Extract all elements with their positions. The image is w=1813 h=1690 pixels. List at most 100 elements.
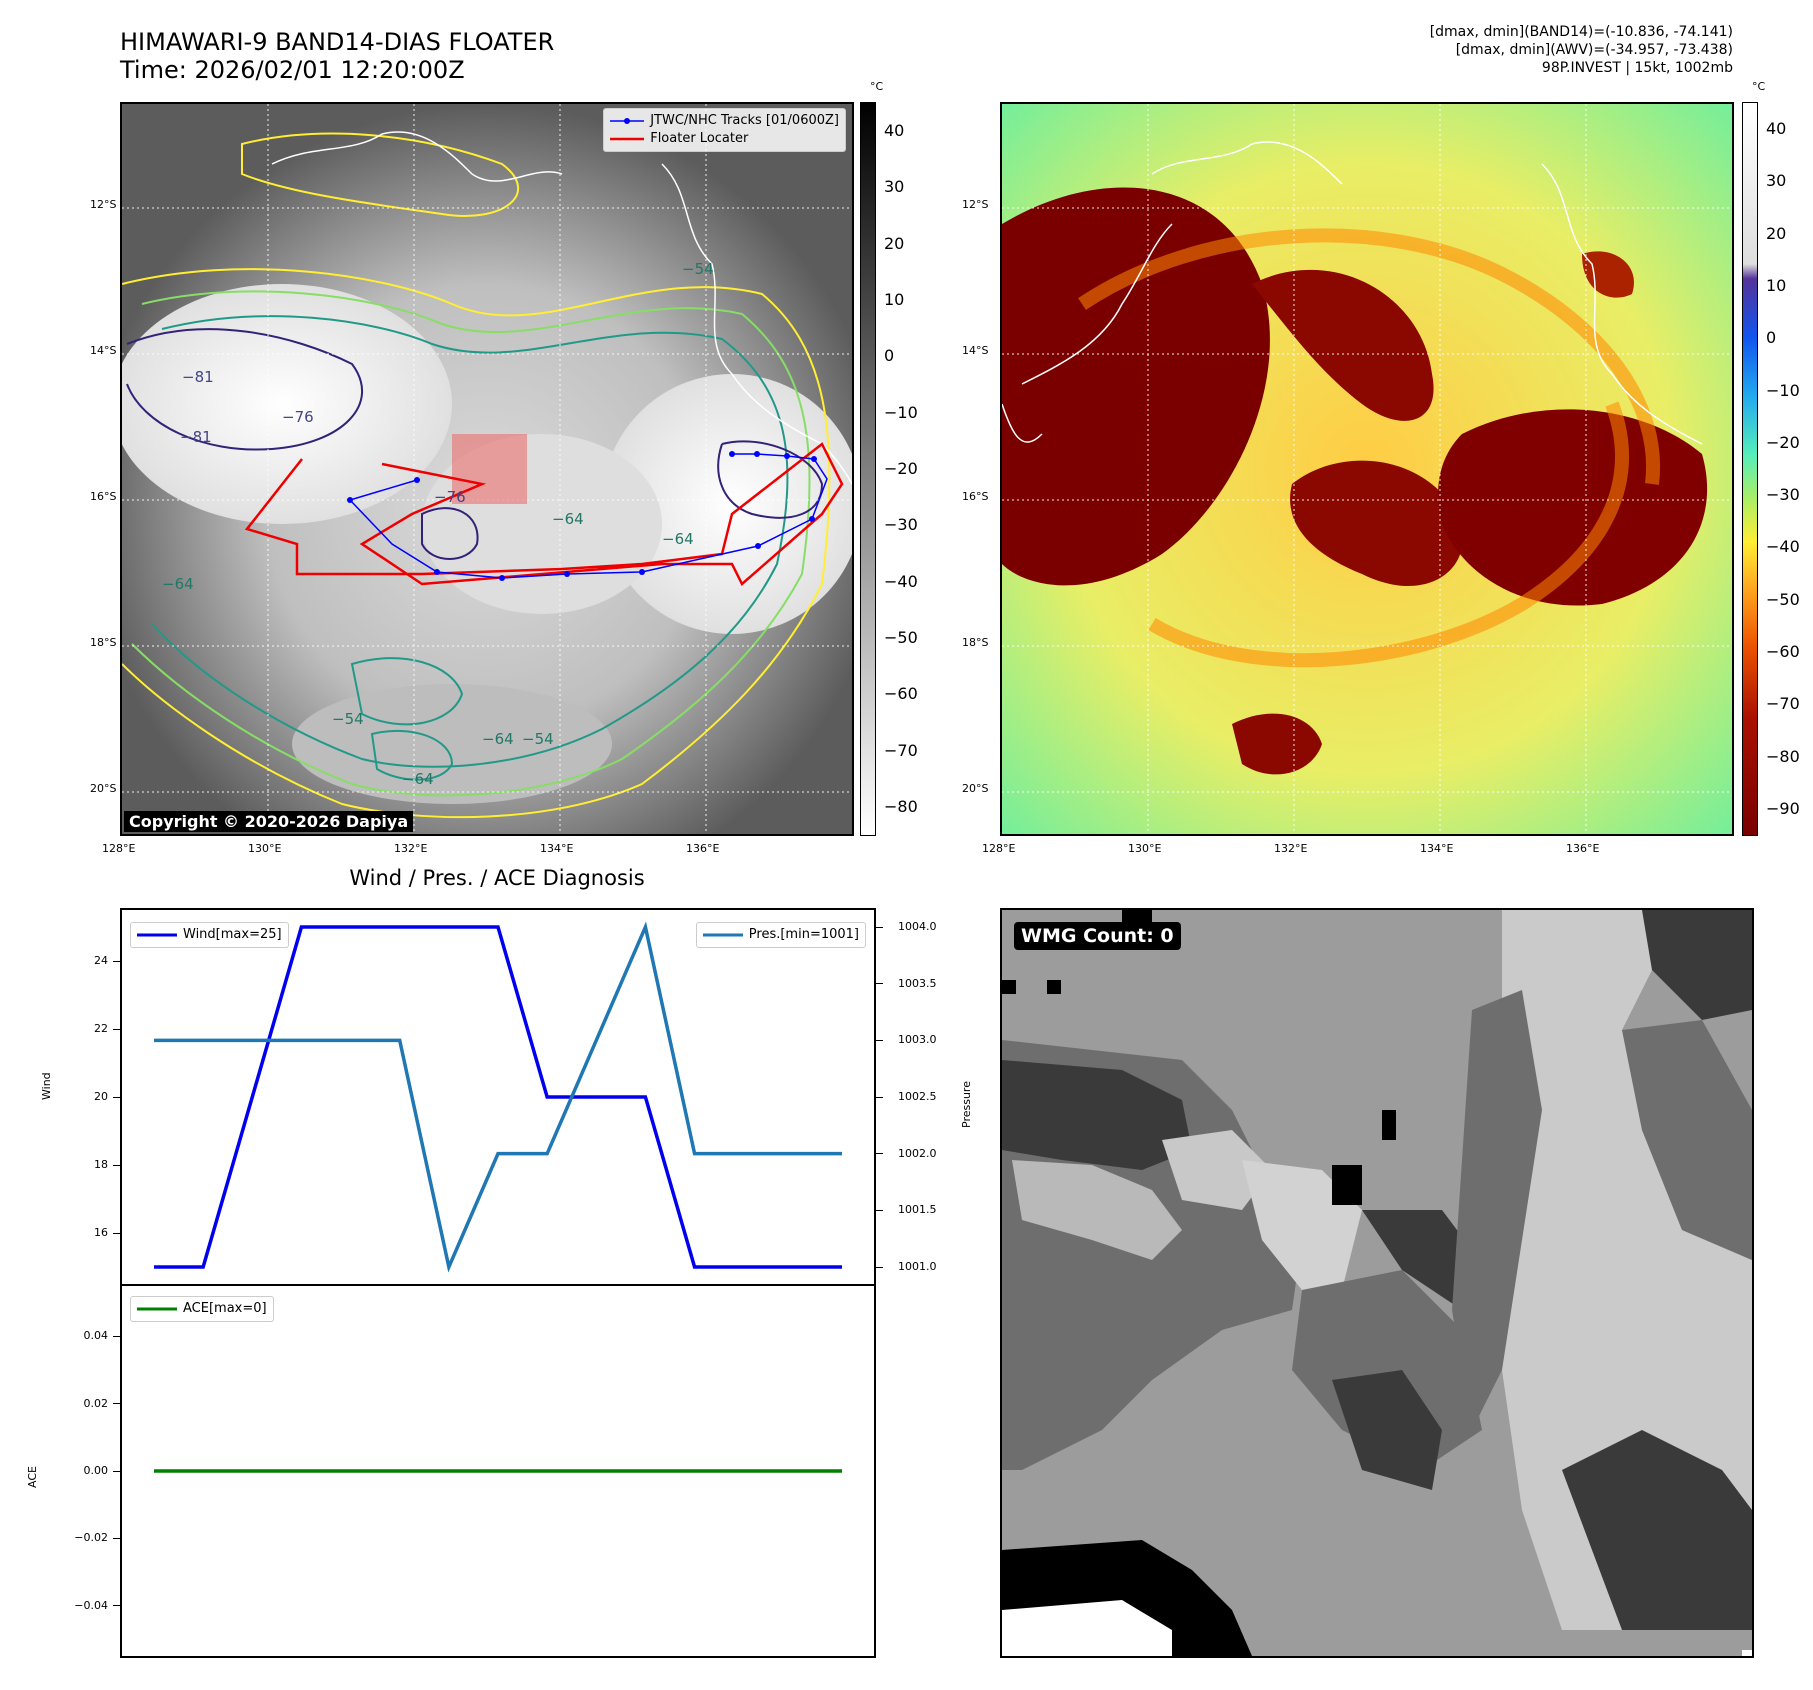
colorbar-left <box>860 102 876 836</box>
lat-label: 12°S <box>90 198 117 211</box>
lon-label: 130°E <box>248 842 282 855</box>
lon-label: 136°E <box>686 842 720 855</box>
legend-locator-label: Floater Locater <box>650 131 749 146</box>
colorbar-left-tick: −80 <box>884 796 918 816</box>
wmg-image <box>1002 910 1752 1656</box>
ace-axis-label: ACE <box>26 1466 39 1488</box>
lat-label: 14°S <box>90 344 117 357</box>
wind-tick-mark <box>113 960 120 962</box>
colorbar-right-tick: −30 <box>1766 485 1800 505</box>
contour-label: −76 <box>282 408 314 426</box>
pressure-tick-mark <box>876 926 883 928</box>
colorbar-right-tick: −80 <box>1766 746 1800 766</box>
legend-locator: Floater Locater <box>610 130 839 148</box>
ace-tick-label: −0.02 <box>74 1531 108 1545</box>
awv-map-panel <box>1000 102 1734 836</box>
ace-tick-label: 0.02 <box>83 1396 109 1410</box>
colorbar-right-tick: 20 <box>1766 223 1787 243</box>
ace-line-icon <box>137 1307 177 1311</box>
wind-tick-label: 18 <box>94 1158 108 1171</box>
contour-label: −64 <box>662 530 694 548</box>
wind-line-icon <box>137 933 177 937</box>
colorbar-right-tick: 30 <box>1766 171 1787 191</box>
pressure-tick-mark <box>876 1096 883 1098</box>
wind-series-line <box>154 925 842 1269</box>
colorbar-right <box>1742 102 1758 836</box>
awv-map-image <box>1002 104 1732 834</box>
lon-label: 136°E <box>1566 842 1600 855</box>
ace-plot <box>154 1469 842 1473</box>
colorbar-left-tick: 20 <box>884 233 905 253</box>
lat-label: 14°S <box>962 344 989 357</box>
lon-label: 134°E <box>540 842 574 855</box>
colorbar-left-tick: 30 <box>884 177 905 197</box>
colorbar-left-tick: 0 <box>884 346 895 366</box>
map-legend: JTWC/NHC Tracks [01/0600Z] Floater Locat… <box>603 108 846 152</box>
lon-label: 128°E <box>102 842 136 855</box>
colorbar-left-tick: 40 <box>884 121 905 141</box>
ace-tick-mark <box>113 1470 120 1472</box>
main-title: HIMAWARI-9 BAND14-DIAS FLOATER <box>120 28 555 56</box>
colorbar-left-tick: −60 <box>884 684 918 704</box>
pressure-tick-label: 1002.0 <box>898 1146 937 1160</box>
wind-legend-label: Wind[max=25] <box>183 927 282 942</box>
colorbar-right-tick: −50 <box>1766 589 1800 609</box>
wind-tick-label: 24 <box>94 954 108 967</box>
contour-label: −64 <box>482 730 514 748</box>
lat-label: 12°S <box>962 198 989 211</box>
locator-line-icon <box>610 137 645 141</box>
ace-legend-label: ACE[max=0] <box>183 1301 267 1316</box>
contour-label: −54 <box>682 260 714 278</box>
colorbar-left-tick: −70 <box>884 740 918 760</box>
wind-pressure-plot <box>154 921 842 1273</box>
contour-label: −64 <box>162 575 194 593</box>
colorbar-left-unit: °C <box>870 80 884 93</box>
wind-tick-label: 20 <box>94 1090 108 1103</box>
legend-tracks-label: JTWC/NHC Tracks [01/0600Z] <box>650 113 839 128</box>
ace-tick-label: 0.04 <box>83 1329 109 1343</box>
ace-tick-label: 0.00 <box>83 1464 109 1477</box>
time-label: Time: 2026/02/01 12:20:00Z <box>120 56 465 84</box>
info-awv: [dmax, dmin](AWV)=(-34.957, -73.438) <box>1455 42 1733 58</box>
colorbar-left-tick: −10 <box>884 402 918 422</box>
lat-label: 16°S <box>90 490 117 503</box>
track-line-icon <box>610 118 645 124</box>
wind-pressure-chart: Wind[max=25] Pres.[min=1001] <box>120 908 876 1286</box>
pressure-line-icon <box>702 933 743 937</box>
colorbar-right-tick: −70 <box>1766 694 1800 714</box>
lat-label: 20°S <box>90 782 117 795</box>
pressure-tick-label: 1002.5 <box>898 1090 937 1103</box>
pressure-tick-mark <box>876 983 883 985</box>
legend-tracks: JTWC/NHC Tracks [01/0600Z] <box>610 112 839 130</box>
colorbar-left-tick: −20 <box>884 459 918 478</box>
pressure-tick-label: 1003.0 <box>898 1033 937 1047</box>
wind-legend: Wind[max=25] <box>130 922 289 948</box>
lon-label: 130°E <box>1128 842 1162 855</box>
pressure-tick-mark <box>876 1266 883 1268</box>
ace-tick-label: −0.04 <box>74 1598 108 1612</box>
contour-label: −64 <box>402 770 434 788</box>
colorbar-right-tick: −10 <box>1766 380 1800 400</box>
info-band14: [dmax, dmin](BAND14)=(-10.836, -74.141) <box>1429 24 1733 40</box>
wind-tick-mark <box>113 1164 120 1166</box>
lon-label: 132°E <box>1274 842 1308 855</box>
pressure-series-line <box>154 921 842 1273</box>
lat-label: 18°S <box>90 636 117 649</box>
ace-legend: ACE[max=0] <box>130 1296 274 1322</box>
colorbar-left-tick: −30 <box>884 515 918 535</box>
wind-axis-label: Wind <box>40 1072 53 1100</box>
wind-tick-label: 22 <box>94 1022 108 1035</box>
lat-label: 16°S <box>962 490 989 503</box>
pressure-axis-label: Pressure <box>960 1081 973 1128</box>
wmg-panel: WMG Count: 0 <box>1000 908 1754 1658</box>
wind-tick-label: 16 <box>94 1226 108 1239</box>
ace-chart: ACE[max=0] <box>120 1284 876 1658</box>
pressure-tick-label: 1003.5 <box>898 976 937 990</box>
colorbar-right-tick: −90 <box>1766 798 1800 818</box>
pressure-legend: Pres.[min=1001] <box>695 922 866 948</box>
lat-label: 20°S <box>962 782 989 795</box>
colorbar-right-tick: 40 <box>1766 119 1787 139</box>
pressure-tick-label: 1001.0 <box>898 1260 937 1273</box>
colorbar-left-tick: −50 <box>884 627 918 647</box>
colorbar-right-tick: −40 <box>1766 537 1800 557</box>
